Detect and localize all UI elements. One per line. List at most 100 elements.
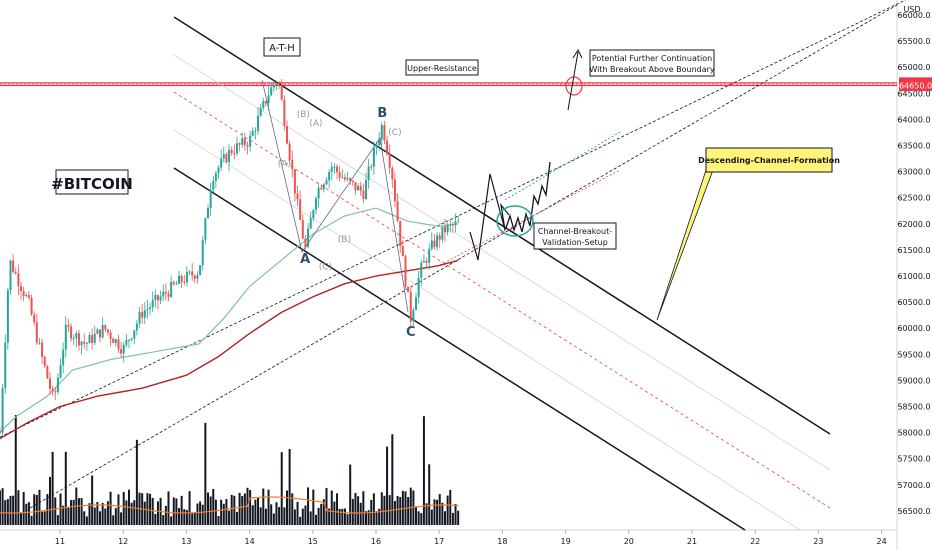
- ath-label: A-T-H: [263, 37, 301, 57]
- candle: [407, 286, 410, 293]
- volume-bar: [104, 508, 107, 525]
- volume-bar: [230, 494, 233, 525]
- candle: [391, 165, 394, 189]
- volume-bar: [304, 505, 307, 525]
- volume-bar: [151, 497, 154, 525]
- volume-bar: [143, 501, 146, 525]
- sub-wave-label: (C): [388, 128, 401, 138]
- volume-bar: [191, 513, 194, 525]
- volume-bar: [341, 508, 344, 525]
- volume-bar: [56, 515, 59, 525]
- volume-bar: [209, 496, 212, 525]
- candle: [156, 294, 159, 310]
- volume-bar: [43, 511, 46, 525]
- candle: [201, 235, 204, 271]
- candle: [17, 264, 20, 296]
- candle: [114, 338, 117, 347]
- candle: [112, 337, 115, 343]
- volume-bar: [330, 490, 333, 525]
- candle: [388, 144, 391, 174]
- volume-bar: [199, 501, 202, 525]
- price-tick: 60000.0: [897, 324, 931, 333]
- volume-bar: [35, 494, 38, 525]
- candle: [70, 323, 73, 342]
- volume-bar: [193, 512, 196, 525]
- continuation-label: Potential Further Continuation With Brea…: [589, 49, 715, 77]
- candle: [22, 287, 25, 302]
- candle: [212, 175, 215, 193]
- candle: [106, 328, 109, 336]
- volume-bar: [383, 495, 386, 525]
- price-tick: 62500.0: [897, 194, 931, 203]
- candle: [362, 183, 365, 204]
- volume-bar: [59, 493, 62, 525]
- price-tick-label: 58000.0: [897, 429, 930, 438]
- candle: [346, 171, 349, 182]
- time-tick: 11: [55, 530, 65, 546]
- volume-bar: [122, 491, 125, 525]
- candle: [143, 301, 146, 325]
- time-tick: 22: [750, 530, 760, 546]
- candle: [91, 328, 94, 350]
- time-tick-label: 19: [561, 537, 571, 546]
- candle: [417, 271, 420, 304]
- volume-bar: [96, 501, 99, 525]
- price-tick: 63000.0: [897, 168, 931, 177]
- channel-inner-line: [173, 54, 831, 471]
- volume-bar: [288, 449, 291, 525]
- candle: [175, 280, 178, 285]
- price-tick-label: 66000.0: [897, 11, 930, 20]
- candle: [322, 182, 325, 193]
- candle: [109, 329, 112, 347]
- candle: [48, 372, 51, 395]
- price-badge: 64650.0: [899, 79, 932, 91]
- volume-bar: [183, 509, 186, 525]
- volume-bar: [272, 513, 275, 525]
- volume-bar: [283, 507, 286, 525]
- volume-bar: [172, 497, 175, 525]
- volume-bar: [1, 488, 4, 525]
- candle: [364, 172, 367, 200]
- candle: [41, 338, 44, 364]
- candle: [6, 287, 9, 350]
- svg-text:Descending-Channel-Formation: Descending-Channel-Formation: [698, 156, 840, 165]
- candle: [75, 330, 78, 348]
- candle: [380, 121, 383, 146]
- candle: [317, 182, 320, 208]
- volume-bar: [407, 497, 410, 525]
- volume-bar: [307, 487, 310, 525]
- time-tick: 24: [877, 530, 887, 546]
- time-tick-label: 20: [624, 537, 634, 546]
- candle: [178, 271, 181, 285]
- volume-bar: [225, 499, 228, 525]
- candle: [420, 259, 423, 287]
- volume-bar: [99, 511, 102, 525]
- time-tick-label: 13: [181, 537, 191, 546]
- volume-bar: [72, 499, 75, 525]
- candle: [122, 341, 125, 363]
- continuation-arrow: [567, 51, 579, 111]
- candle: [51, 385, 54, 396]
- candle: [217, 165, 220, 180]
- price-tick: 64500.0: [897, 89, 931, 98]
- volume-bar: [441, 502, 444, 525]
- volume-bar: [85, 516, 88, 525]
- volume-bar: [6, 499, 9, 525]
- candle: [338, 166, 341, 182]
- candle: [30, 294, 33, 316]
- price-tick-label: 65000.0: [897, 63, 930, 72]
- volume-bar: [117, 494, 120, 525]
- volume-bar: [417, 511, 420, 525]
- candle: [288, 140, 291, 164]
- volume-bar: [77, 498, 80, 525]
- sub-wave-labels: (B)(A)(A)(B)(C)(C): [278, 110, 402, 273]
- volume-bar: [320, 503, 323, 525]
- volume-bar: [238, 492, 241, 525]
- wave-label: B: [377, 106, 387, 121]
- svg-text:Validation-Setup: Validation-Setup: [542, 238, 608, 247]
- time-tick-label: 11: [55, 537, 65, 546]
- ascending-trendlines: [0, 0, 907, 509]
- price-tick-label: 57500.0: [897, 455, 930, 464]
- volume-bar: [312, 489, 315, 525]
